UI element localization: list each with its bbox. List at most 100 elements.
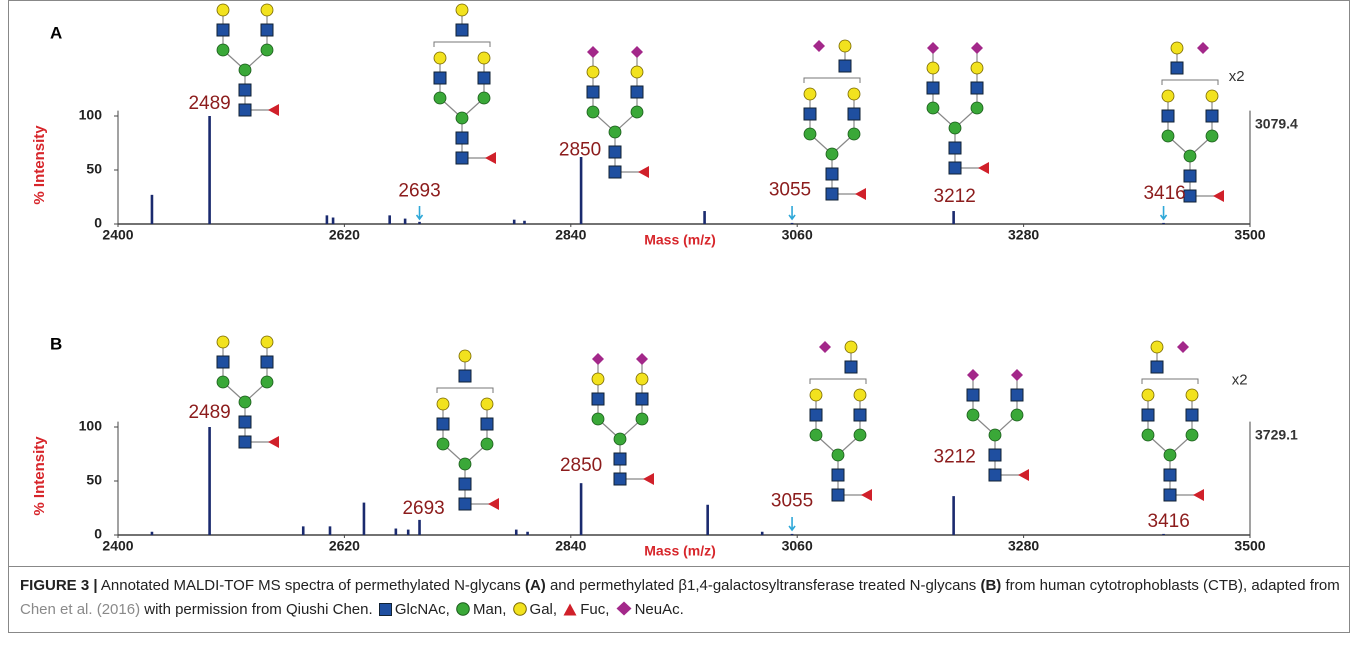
- glycan-bracket: [1142, 379, 1198, 384]
- mannose: [810, 429, 822, 441]
- glcnac: [459, 498, 471, 510]
- mannose: [239, 396, 251, 408]
- glcnac: [239, 84, 251, 96]
- glcnac: [927, 82, 939, 94]
- fucose: [638, 166, 649, 178]
- y-tick-label: 0: [94, 526, 102, 542]
- galactose: [261, 336, 273, 348]
- mannose: [636, 413, 648, 425]
- fucose: [643, 473, 654, 485]
- fucose: [268, 436, 279, 448]
- neuac: [927, 42, 939, 54]
- neuac: [971, 42, 983, 54]
- mannose: [832, 449, 844, 461]
- mannose: [967, 409, 979, 421]
- caption: FIGURE 3 | Annotated MALDI-TOF MS spectr…: [20, 574, 1340, 622]
- neuac: [631, 46, 643, 58]
- mannose: [614, 433, 626, 445]
- mannose: [217, 44, 229, 56]
- glcnac: [459, 370, 471, 382]
- glcnac: [949, 162, 961, 174]
- glcnac: [456, 152, 468, 164]
- y-tick-label: 100: [79, 107, 103, 123]
- galactose: [217, 336, 229, 348]
- max-intensity: 3079.4: [1255, 116, 1298, 132]
- y-axis-label: % Intensity: [31, 436, 48, 516]
- glycan-bracket: [1162, 80, 1218, 85]
- glcnac: [217, 24, 229, 36]
- galactose: [587, 66, 599, 78]
- glcnac: [1186, 409, 1198, 421]
- galactose: [804, 88, 816, 100]
- y-tick-label: 50: [86, 161, 102, 177]
- glcnac: [1164, 469, 1176, 481]
- glcnac: [614, 473, 626, 485]
- peak-annotation: 2489: [188, 402, 230, 423]
- y-tick-label: 100: [79, 418, 103, 434]
- max-intensity: 3729.1: [1255, 427, 1298, 443]
- glcnac: [478, 72, 490, 84]
- x-tick-label: 2400: [102, 227, 133, 243]
- caption-text: from human cytotrophoblasts (CTB), adapt…: [1001, 577, 1339, 594]
- mannose: [1164, 449, 1176, 461]
- galactose: [459, 350, 471, 362]
- fucose: [268, 104, 279, 116]
- glcnac: [437, 418, 449, 430]
- neuac: [1177, 341, 1189, 353]
- glcnac: [614, 453, 626, 465]
- mannose: [217, 376, 229, 388]
- legend-entry: GlcNAc,: [395, 601, 450, 618]
- x-tick-label: 3500: [1234, 227, 1265, 243]
- galactose: [1142, 389, 1154, 401]
- caption-text: and permethylated β1,4-galactosyltransfe…: [546, 577, 981, 594]
- x-tick-label: 2840: [555, 538, 586, 554]
- galactose: [1206, 90, 1218, 102]
- mannose: [804, 128, 816, 140]
- galactose: [1151, 341, 1163, 353]
- peak-annotation: 3416: [1143, 183, 1185, 204]
- panel-label: A: [50, 23, 62, 42]
- page: A% IntensityMass (m/z)3079.4050100240026…: [0, 0, 1358, 662]
- x-tick-label: 2400: [102, 538, 133, 554]
- fucose: [1018, 469, 1029, 481]
- galactose: [261, 4, 273, 16]
- y-axis-label: % Intensity: [31, 125, 48, 205]
- glycan-bracket: [434, 42, 490, 47]
- glcnac: [1162, 110, 1174, 122]
- fucose: [488, 498, 499, 510]
- peak-annotation: 2489: [188, 93, 230, 114]
- neuac: [1011, 369, 1023, 381]
- mannose: [587, 106, 599, 118]
- caption-text: with permission from Qiushi Chen.: [140, 601, 377, 618]
- legend-entry: Man,: [473, 601, 506, 618]
- x-tick-label: 3060: [782, 227, 813, 243]
- fucose: [978, 162, 989, 174]
- mannose: [927, 102, 939, 114]
- glcnac: [1206, 110, 1218, 122]
- galactose: [481, 398, 493, 410]
- x-tick-label: 3060: [782, 538, 813, 554]
- mannose: [949, 122, 961, 134]
- glcnac: [1164, 489, 1176, 501]
- mannose: [239, 64, 251, 76]
- mannose: [631, 106, 643, 118]
- glcnac: [239, 436, 251, 448]
- glcnac: [826, 188, 838, 200]
- caption-label: FIGURE 3 |: [20, 577, 98, 594]
- glcnac: [1142, 409, 1154, 421]
- galactose: [437, 398, 449, 410]
- fuc-symbol: [563, 603, 577, 616]
- mannose: [1011, 409, 1023, 421]
- neuac: [592, 353, 604, 365]
- repeat-note: x2: [1229, 68, 1245, 85]
- mannose: [261, 44, 273, 56]
- y-tick-label: 0: [94, 215, 102, 231]
- y-tick-label: 50: [86, 472, 102, 488]
- galactose: [810, 389, 822, 401]
- x-tick-label: 2620: [329, 538, 360, 554]
- neuac: [636, 353, 648, 365]
- mannose: [971, 102, 983, 114]
- peak-annotation: 2850: [559, 140, 601, 161]
- mannose: [826, 148, 838, 160]
- glcnac: [459, 478, 471, 490]
